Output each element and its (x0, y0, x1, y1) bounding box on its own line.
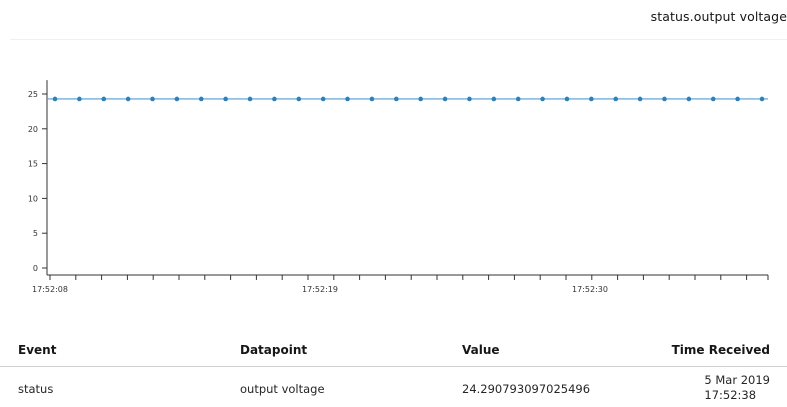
cell-value: 24.290793097025496 (462, 382, 591, 396)
data-point (369, 96, 375, 102)
data-point (540, 96, 545, 102)
line-chart: 0 5 10 15 20 25 17:52:08 17:52:19 17:52:30 (28, 80, 769, 294)
data-point (564, 96, 570, 102)
divider (10, 39, 787, 40)
data-point (491, 96, 497, 102)
data-point (759, 96, 765, 102)
data-point (442, 96, 448, 102)
column-header-value[interactable]: Value (462, 343, 500, 357)
data-point (637, 96, 643, 102)
data-point (101, 96, 107, 102)
column-header-time-received[interactable]: Time Received (671, 343, 770, 357)
cell-time: 17:52:38 (704, 388, 757, 402)
chart-title: status.output voltage (650, 9, 787, 24)
x-tick-label: 17:52:30 (572, 285, 608, 294)
data-point (52, 96, 58, 102)
cell-date: 5 Mar 2019 (704, 373, 770, 387)
data-point (125, 96, 131, 102)
data-point (394, 96, 399, 102)
cell-datapoint: output voltage (240, 382, 325, 396)
data-point (150, 96, 155, 102)
y-tick-label: 20 (28, 125, 38, 134)
x-tick-label: 17:52:08 (32, 285, 68, 294)
column-header-datapoint[interactable]: Datapoint (240, 343, 308, 357)
data-point (589, 96, 594, 102)
data-point (418, 96, 423, 102)
y-tick-label: 5 (33, 229, 38, 238)
table-row[interactable]: status output voltage 24.290793097025496… (0, 367, 787, 407)
data-point (686, 96, 692, 102)
data-point (345, 96, 350, 102)
data-point (77, 96, 82, 102)
cell-event: status (18, 382, 54, 396)
data-point (710, 96, 716, 102)
table-header: Event Datapoint Value Time Received (0, 334, 787, 367)
y-tick-label: 15 (28, 160, 38, 169)
cell-time-received: 5 Mar 2019 17:52:38 (704, 373, 770, 403)
data-table: Event Datapoint Value Time Received stat… (0, 334, 787, 407)
y-tick-label: 10 (28, 194, 38, 203)
data-point (320, 96, 326, 102)
data-point (223, 96, 228, 102)
data-point (296, 96, 302, 102)
data-point (198, 96, 204, 102)
data-point (247, 96, 253, 102)
y-tick-label: 0 (33, 264, 38, 273)
data-point (662, 96, 667, 102)
data-point (174, 96, 180, 102)
column-header-event[interactable]: Event (18, 343, 57, 357)
data-point (272, 96, 277, 102)
data-point (613, 96, 619, 102)
x-tick-label: 17:52:19 (302, 285, 338, 294)
y-tick-label: 25 (28, 90, 38, 99)
data-point (735, 96, 740, 102)
data-point (515, 96, 521, 102)
data-point (467, 96, 472, 102)
